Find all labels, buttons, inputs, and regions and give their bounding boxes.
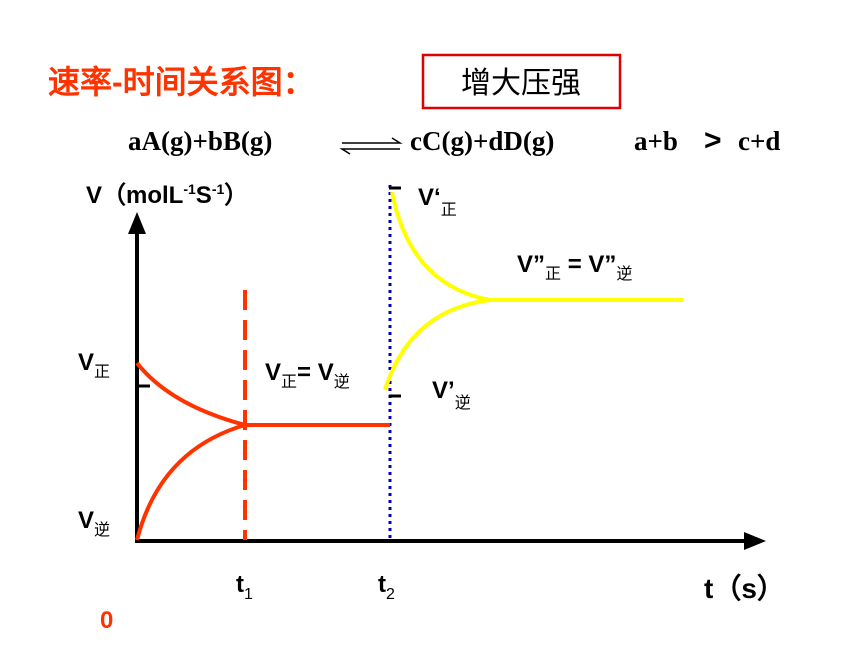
v1-forward-label: V‘正 xyxy=(418,184,457,219)
equation-relation: > xyxy=(704,124,722,157)
equation-left: aA(g)+bB(g) xyxy=(128,126,272,156)
t1-label: t1 xyxy=(236,571,253,603)
label-main: t xyxy=(378,571,386,598)
condition-box xyxy=(421,53,622,110)
y-axis-arrow xyxy=(128,212,146,234)
label-main: t xyxy=(236,571,244,598)
equation-right: cC(g)+dD(g) xyxy=(410,126,554,156)
label-main: V xyxy=(78,507,94,534)
label-sub: 正 xyxy=(545,266,561,283)
y-label-sup: -1 xyxy=(212,181,225,197)
title: 速率-时间关系图： xyxy=(48,64,315,100)
level-ticks xyxy=(139,186,401,398)
label-sub: 正 xyxy=(281,374,297,391)
label-sub: 逆 xyxy=(616,265,632,283)
equation-condition-left: a+b xyxy=(634,126,678,156)
equilibrium-arrow xyxy=(339,137,403,155)
t2-label: t2 xyxy=(378,571,395,603)
label-sub: 正 xyxy=(441,202,457,219)
rate-curves-2 xyxy=(383,191,683,391)
equation-condition-right: c+d xyxy=(738,126,780,156)
y-label-part: V（molL xyxy=(86,182,183,209)
v-forward-label: V正 xyxy=(78,349,110,381)
v1-reverse-label: V’逆 xyxy=(432,377,471,412)
rate-curves-1 xyxy=(135,361,390,541)
x-axis-label: t（s） xyxy=(704,572,785,604)
label-main: V‘ xyxy=(418,184,441,211)
label-sub: 逆 xyxy=(334,373,350,391)
label-main: = V xyxy=(297,359,334,386)
v-reverse-label: V逆 xyxy=(78,507,110,539)
y-label-part: ） xyxy=(224,182,248,209)
y-label-part: S xyxy=(196,182,212,209)
label-main: V xyxy=(78,349,94,376)
label-sub: 1 xyxy=(244,586,253,603)
origin-label: 0 xyxy=(100,607,113,634)
equilibrium-2-label: V”正 = V”逆 xyxy=(517,251,632,283)
equilibrium-1-label: V正= V逆 xyxy=(265,359,350,391)
label-main: V” xyxy=(517,251,545,278)
label-sub: 正 xyxy=(94,364,110,381)
y-axis-label: V（molL-1S-1） xyxy=(86,181,248,209)
label-sub: 逆 xyxy=(455,394,471,412)
label-sub: 2 xyxy=(386,586,395,603)
y-label-sup: -1 xyxy=(183,181,196,197)
label-main: = V” xyxy=(561,251,616,278)
x-axis-arrow xyxy=(744,532,766,550)
condition: 增大压强 xyxy=(461,67,581,100)
label-main: V xyxy=(265,359,281,386)
label-sub: 逆 xyxy=(94,521,110,539)
label-main: V’ xyxy=(432,377,455,404)
